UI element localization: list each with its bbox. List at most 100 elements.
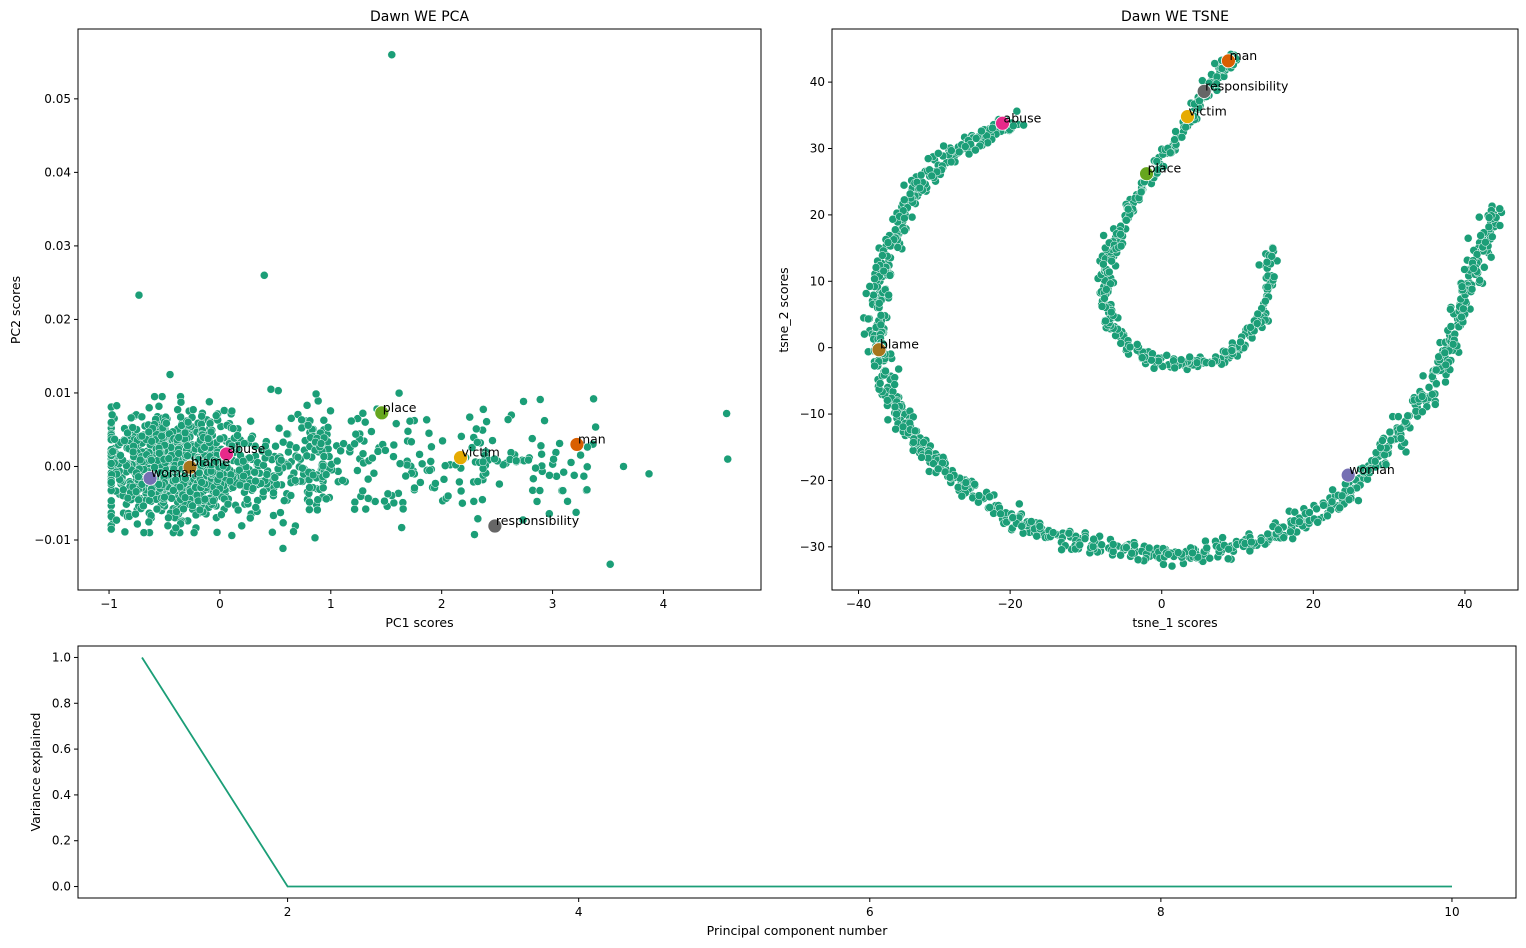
tsne-ytick-label: −20	[800, 473, 825, 487]
pca-point	[467, 443, 477, 452]
tsne-point	[1122, 216, 1131, 225]
pca-point	[321, 470, 331, 479]
pca-point	[238, 456, 248, 466]
tsne-point	[1152, 157, 1162, 166]
pca-point	[162, 418, 171, 428]
tsne-point	[957, 491, 967, 501]
pca-point	[107, 459, 116, 468]
tsne-point	[878, 251, 887, 260]
pca-point	[558, 486, 568, 495]
pca-point	[350, 504, 359, 514]
pca-point	[358, 486, 367, 496]
pca-point	[566, 458, 576, 467]
pca-point	[394, 388, 404, 398]
tsne-ytick-label: 10	[810, 274, 825, 288]
pca-ytick-label: 0.04	[44, 165, 71, 179]
tsne-point	[1385, 427, 1395, 437]
pca-point	[107, 496, 116, 506]
pca-point	[197, 478, 206, 487]
tsne-point	[1261, 296, 1270, 306]
pca-point	[107, 410, 117, 420]
tsne-point	[1099, 231, 1108, 240]
tsne-point	[938, 458, 947, 468]
pca-point	[139, 528, 149, 537]
tsne-point	[900, 226, 909, 235]
tsne-point	[907, 212, 917, 222]
tsne-point	[893, 243, 903, 252]
tsne-title: Dawn WE TSNE	[1121, 9, 1229, 25]
tsne-point	[1354, 496, 1363, 505]
pca-point	[183, 451, 192, 460]
pca-point	[361, 504, 370, 514]
pca-point	[456, 486, 466, 496]
pca-point	[322, 494, 331, 504]
pca-point	[416, 478, 425, 487]
variance-ylabel: Variance explained	[28, 713, 43, 832]
pca-point	[482, 417, 491, 426]
pca-point	[110, 435, 119, 444]
pca-point	[540, 416, 549, 425]
pca-point	[248, 484, 258, 493]
pca-point	[387, 50, 397, 59]
pca-point	[426, 457, 435, 466]
tsne-point	[919, 438, 928, 447]
pca-point	[531, 463, 540, 473]
pca-point	[313, 396, 323, 406]
pca-point	[332, 456, 342, 466]
tsne-point	[1432, 365, 1441, 375]
pca-point	[200, 494, 210, 504]
pca-point	[417, 459, 427, 469]
pca-label-man: man	[578, 431, 606, 446]
pca-point	[137, 412, 147, 422]
tsne-point	[1106, 307, 1116, 317]
tsne-xtick-label: −20	[997, 597, 1022, 611]
pca-point	[131, 487, 141, 496]
pca-point	[174, 449, 183, 458]
variance-xtick-label: 8	[1157, 905, 1165, 919]
pca-point	[579, 471, 589, 481]
tsne-point	[1210, 59, 1219, 68]
tsne-point	[1136, 187, 1146, 197]
pca-point	[488, 436, 497, 445]
tsne-point	[1048, 528, 1058, 537]
variance-ytick-label: 1.0	[52, 650, 71, 664]
pca-point	[139, 501, 148, 511]
tsne-point	[1171, 127, 1180, 136]
tsne-point	[1153, 165, 1163, 175]
tsne-point	[870, 274, 879, 284]
tsne-label-man: man	[1229, 48, 1257, 63]
pca-point	[473, 514, 483, 523]
pca-point	[336, 446, 345, 456]
tsne-point	[1396, 434, 1406, 443]
pca-point	[367, 427, 376, 436]
pca-point	[407, 437, 416, 447]
tsne-point	[1428, 390, 1437, 399]
pca-point	[305, 483, 314, 492]
tsne-point	[988, 123, 997, 133]
pca-point	[235, 480, 245, 490]
pca-point	[319, 416, 329, 425]
tsne-point	[1337, 491, 1347, 501]
pca-point	[498, 460, 508, 470]
tsne-point	[1246, 323, 1255, 332]
tsne-point	[1015, 499, 1024, 509]
pca-point	[144, 427, 154, 437]
tsne-point	[1335, 503, 1344, 513]
pca-point	[389, 498, 399, 508]
tsne-point	[1177, 132, 1187, 142]
tsne-point	[883, 396, 892, 405]
pca-point	[194, 468, 204, 478]
pca-point	[131, 509, 140, 519]
pca-point	[282, 429, 292, 439]
tsne-point	[1401, 447, 1411, 457]
tsne-point	[875, 299, 884, 308]
pca-point	[262, 470, 272, 479]
tsne-point	[861, 289, 871, 298]
variance-ytick-label: 0.8	[52, 696, 71, 710]
pca-point	[358, 449, 368, 458]
variance-ytick-label: 0.0	[52, 880, 71, 894]
tsne-point	[977, 126, 986, 136]
pca-point	[278, 437, 288, 447]
tsne-point	[1164, 550, 1173, 559]
tsne-point	[929, 459, 938, 468]
